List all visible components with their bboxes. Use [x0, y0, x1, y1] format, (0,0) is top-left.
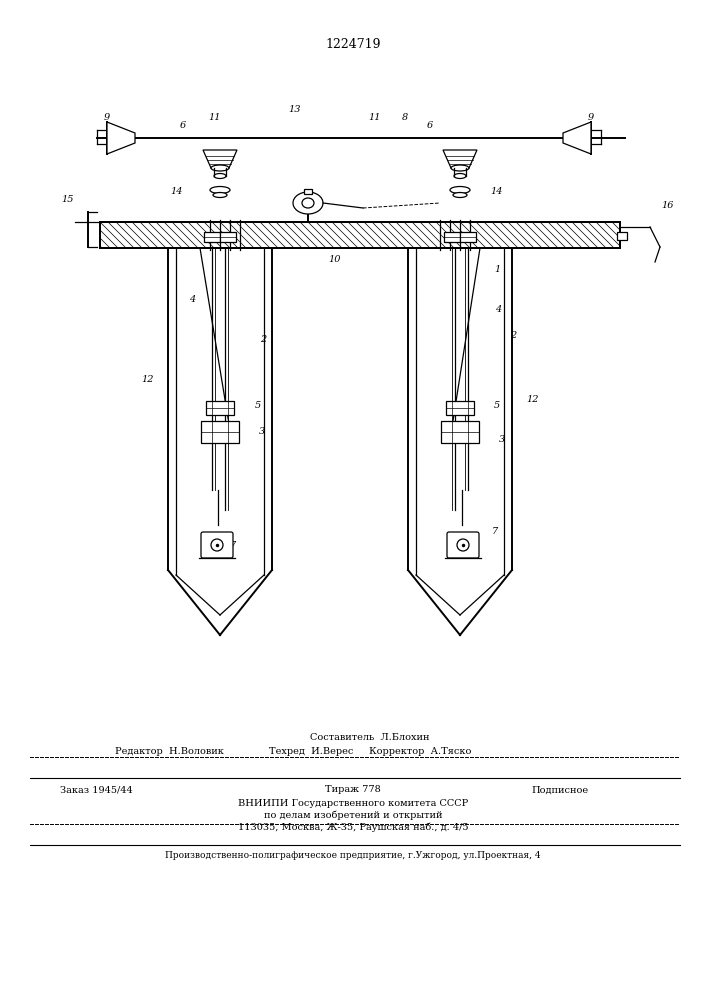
Text: Составитель  Л.Блохин: Составитель Л.Блохин — [310, 732, 430, 742]
Text: Заказ 1945/44: Заказ 1945/44 — [60, 786, 133, 794]
Text: 13: 13 — [288, 105, 301, 114]
Text: по делам изобретений и открытий: по делам изобретений и открытий — [264, 810, 443, 820]
Text: 7: 7 — [230, 540, 236, 550]
Text: 12: 12 — [527, 395, 539, 404]
Text: 7: 7 — [492, 528, 498, 536]
Polygon shape — [563, 122, 591, 154]
Text: 6: 6 — [427, 120, 433, 129]
Bar — [220, 232, 236, 242]
Ellipse shape — [214, 174, 226, 178]
Text: 9: 9 — [588, 113, 594, 122]
Ellipse shape — [453, 192, 467, 198]
Text: 2: 2 — [260, 336, 266, 344]
Text: Техред  И.Верес     Корректор  А.Тяско: Техред И.Верес Корректор А.Тяско — [269, 746, 471, 756]
Bar — [460, 232, 476, 242]
Bar — [446, 401, 474, 415]
Circle shape — [211, 539, 223, 551]
Text: Подписное: Подписное — [532, 786, 588, 794]
Bar — [206, 401, 234, 415]
Text: 11: 11 — [209, 113, 221, 122]
Text: Производственно-полиграфическое предприятие, г.Ужгород, ул.Проектная, 4: Производственно-полиграфическое предприя… — [165, 850, 541, 859]
Bar — [304, 189, 312, 194]
Text: 6: 6 — [180, 120, 186, 129]
Ellipse shape — [302, 198, 314, 208]
Text: 4: 4 — [495, 306, 501, 314]
Text: 2: 2 — [510, 330, 516, 340]
Text: 1224719: 1224719 — [325, 38, 381, 51]
Ellipse shape — [211, 165, 229, 171]
Text: 15: 15 — [62, 196, 74, 205]
Ellipse shape — [454, 174, 466, 178]
Bar — [201, 421, 239, 443]
Text: 5: 5 — [494, 401, 500, 410]
Text: 3: 3 — [499, 436, 505, 444]
Text: 16: 16 — [662, 200, 674, 210]
Text: 1: 1 — [494, 265, 500, 274]
Bar — [204, 232, 220, 242]
Text: 3: 3 — [259, 428, 265, 436]
Text: 113035, Москва, Ж-35, Раушская наб., д. 4/5: 113035, Москва, Ж-35, Раушская наб., д. … — [238, 822, 468, 832]
Text: 5: 5 — [255, 401, 261, 410]
Bar — [617, 232, 627, 240]
Text: Редактор  Н.Воловик: Редактор Н.Воловик — [115, 746, 224, 756]
Bar — [100, 222, 620, 248]
Text: 12: 12 — [141, 375, 154, 384]
Text: 9: 9 — [104, 113, 110, 122]
Ellipse shape — [451, 165, 469, 171]
Text: 4: 4 — [189, 296, 195, 304]
Text: 10: 10 — [329, 255, 341, 264]
Text: Тираж 778: Тираж 778 — [325, 786, 381, 794]
Text: ВНИИПИ Государственного комитета СССР: ВНИИПИ Государственного комитета СССР — [238, 798, 468, 808]
Ellipse shape — [293, 192, 323, 214]
Bar — [441, 421, 479, 443]
Bar — [100, 222, 620, 248]
Text: 14: 14 — [491, 188, 503, 196]
Bar — [444, 232, 460, 242]
Ellipse shape — [450, 186, 470, 194]
Polygon shape — [107, 122, 135, 154]
Ellipse shape — [210, 186, 230, 194]
Ellipse shape — [213, 192, 227, 198]
Polygon shape — [443, 150, 477, 168]
Text: 11: 11 — [369, 113, 381, 122]
Text: 14: 14 — [171, 188, 183, 196]
Text: 8: 8 — [402, 113, 408, 122]
Polygon shape — [203, 150, 237, 168]
FancyBboxPatch shape — [447, 532, 479, 558]
Circle shape — [457, 539, 469, 551]
FancyBboxPatch shape — [201, 532, 233, 558]
